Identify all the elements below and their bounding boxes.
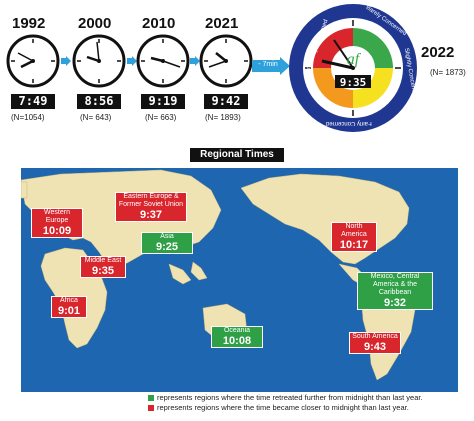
legend-text: represents regions where the time retrea… (157, 393, 423, 402)
clock-2021 (199, 34, 253, 88)
year-2010: 2010 (142, 15, 176, 32)
legend-swatch-green (148, 395, 154, 402)
legend-text: represents regions where the time became… (157, 403, 409, 412)
digital-time-2000: 8:56 (77, 94, 121, 109)
region-mexico-central-america: Mexico, Central America & the Caribbean … (357, 272, 433, 310)
region-middle-east: Middle East 9:35 (80, 256, 126, 278)
world-map: Western Europe 10:09 Eastern Europe & Fo… (21, 168, 458, 392)
clock-1992 (6, 34, 60, 88)
region-asia: Asia 9:25 (141, 232, 193, 254)
region-eastern-europe: Eastern Europe & Former Soviet Union 9:3… (115, 192, 187, 222)
region-western-europe: Western Europe 10:09 (31, 208, 83, 238)
region-oceania: Oceania 10:08 (211, 326, 263, 348)
sample-size-2021: (N= 1893) (205, 113, 241, 122)
legend-red: represents regions where the time became… (148, 403, 409, 412)
region-time: 10:08 (222, 335, 252, 347)
digital-time-2010: 9:19 (141, 94, 185, 109)
legend-green: represents regions where the time retrea… (148, 393, 423, 402)
region-time: 9:32 (383, 297, 407, 309)
region-time: 9:43 (363, 341, 387, 353)
region-africa: Africa 9:01 (51, 296, 87, 318)
region-name: South America (352, 333, 398, 340)
region-name: Africa (60, 297, 78, 304)
clock-2010 (136, 34, 190, 88)
sample-size-2010: (N= 663) (145, 113, 177, 122)
minus-7min-arrow (252, 57, 290, 75)
region-name: North America (341, 223, 367, 238)
clock-2000 (72, 34, 126, 88)
region-name: Middle East (84, 257, 122, 264)
main-year: 2022 (421, 44, 455, 61)
doomsday-clock-2022: af (289, 4, 417, 132)
region-time: 9:37 (139, 209, 163, 221)
regional-times-title: Regional Times (190, 148, 284, 162)
legend-swatch-red (148, 405, 154, 412)
svg-text:af: af (347, 51, 362, 68)
year-2021: 2021 (205, 15, 239, 32)
region-time: 10:17 (339, 239, 369, 251)
region-name: Mexico, Central America & the Caribbean (370, 273, 420, 296)
region-name: Asia (160, 233, 174, 240)
region-south-america: South America 9:43 (349, 332, 401, 354)
digital-time-1992: 7:49 (11, 94, 55, 109)
region-time: 9:35 (91, 265, 115, 277)
arrow-right-icon (61, 56, 71, 66)
region-north-america: North America 10:17 (331, 222, 377, 252)
region-name: Eastern Europe & Former Soviet Union (118, 193, 184, 208)
arrow-label: - 7min (258, 61, 278, 68)
ring-label-fairly: Fairly Concerned (326, 120, 372, 126)
main-sample-size: (N= 1873) (430, 68, 466, 77)
year-1992: 1992 (12, 15, 46, 32)
region-name: Oceania (223, 327, 251, 334)
sample-size-1992: (N=1054) (11, 113, 45, 122)
digital-time-2021: 9:42 (204, 94, 248, 109)
arrow-right-icon (190, 56, 200, 66)
region-time: 9:01 (57, 305, 81, 317)
region-name: Western Europe (44, 209, 70, 224)
region-time: 10:09 (42, 225, 72, 237)
arrow-right-icon (127, 56, 137, 66)
sample-size-2000: (N= 643) (80, 113, 112, 122)
region-time: 9:25 (155, 241, 179, 253)
year-2000: 2000 (78, 15, 112, 32)
main-digital-time: 9:35 (339, 76, 367, 89)
